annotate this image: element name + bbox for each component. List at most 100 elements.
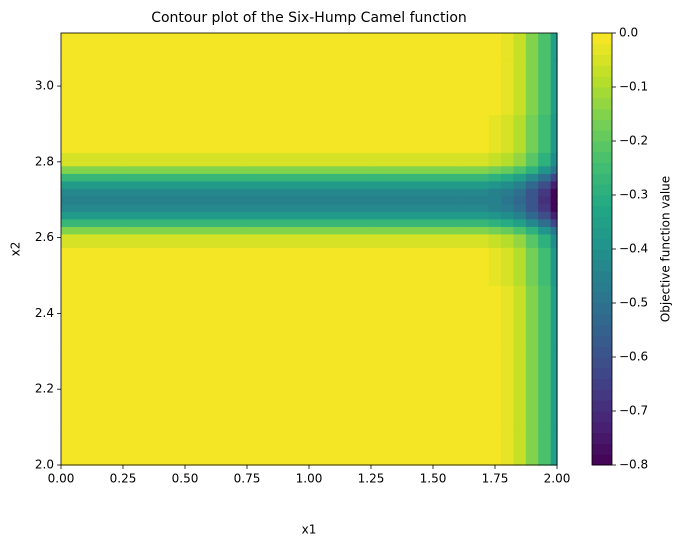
contour-cell [488, 32, 502, 61]
contour-cell [122, 426, 248, 466]
contour-cell [370, 210, 459, 220]
contour-cell [60, 284, 124, 352]
contour-cell [513, 32, 527, 61]
x-tick-label: 2.00 [544, 472, 571, 486]
contour-cell [488, 226, 502, 235]
x-tick-label: 0.75 [234, 472, 261, 486]
colorbar-band [592, 87, 612, 99]
contour-cell [525, 188, 540, 197]
contour-cell [457, 173, 490, 182]
contour-cell [60, 246, 124, 286]
contour-cell [488, 246, 502, 286]
contour-cell [457, 210, 490, 220]
colorbar-band [592, 195, 612, 207]
contour-cell [370, 165, 459, 174]
contour-cell [501, 32, 515, 61]
x-tick-label: 1.25 [358, 472, 385, 486]
contour-cell [525, 203, 540, 212]
contour-cell [488, 180, 502, 190]
contour-cell [501, 351, 515, 428]
contour-cell [501, 59, 515, 116]
contour-cell [550, 246, 558, 286]
contour-cell [513, 180, 527, 190]
contour-cell [457, 114, 490, 154]
contour-cell [513, 173, 527, 182]
contour-cell [370, 233, 459, 248]
contour-cell [246, 173, 372, 182]
contour-cell [550, 284, 558, 352]
contour-cell [246, 246, 372, 286]
contour-cell [538, 203, 552, 212]
contour-cell [513, 203, 527, 212]
contour-cell [370, 226, 459, 235]
contour-cell [488, 152, 502, 167]
contour-cell [525, 226, 540, 235]
contour-cell [246, 195, 372, 205]
contour-cell [370, 188, 459, 197]
x-tick-label: 1.00 [296, 472, 323, 486]
contour-cell [370, 195, 459, 205]
colorbar-band [592, 335, 612, 347]
colorbar-band [592, 141, 612, 153]
colorbar-band [592, 249, 612, 261]
colorbar-band [592, 65, 612, 77]
colorbar-band [592, 367, 612, 380]
contour-cell [501, 226, 515, 235]
contour-cell [550, 426, 558, 466]
contour-cell [246, 32, 372, 61]
colorbar-tick-label: −0.8 [619, 458, 648, 472]
contour-cell [122, 152, 248, 167]
contour-cell [538, 284, 552, 352]
x-tick-label: 0.50 [172, 472, 199, 486]
contour-cell [488, 173, 502, 182]
colorbar-band [592, 173, 612, 185]
colorbar-band [592, 324, 612, 336]
contour-cell [525, 218, 540, 227]
colorbar-band [592, 389, 612, 401]
contour-cell [550, 173, 558, 182]
y-tick-label: 3.0 [35, 79, 54, 93]
x-tick-label: 1.75 [482, 472, 509, 486]
contour-cell [246, 210, 372, 220]
contour-cell [122, 203, 248, 212]
contour-cell [60, 203, 124, 212]
contour-cell [246, 426, 372, 466]
contour-cell [513, 165, 527, 174]
colorbar-tick-label: −0.1 [619, 80, 648, 94]
contour-cell [370, 426, 459, 466]
contour-cell [370, 59, 459, 116]
contour-cell [370, 114, 459, 154]
contour-cell [246, 284, 372, 352]
contour-cell [370, 32, 459, 61]
contour-cell [501, 114, 515, 154]
x-tick-label: 1.50 [420, 472, 447, 486]
contour-cell [122, 165, 248, 174]
contour-cell [550, 32, 558, 61]
contour-cell [246, 351, 372, 428]
contour-cell [60, 114, 124, 154]
colorbar-band [592, 281, 612, 293]
contour-cell [513, 284, 527, 352]
contour-cell [60, 180, 124, 190]
contour-cell [525, 32, 540, 61]
axes: 0.00 0.25 0.50 0.75 1.00 1.25 1.50 1.75 2.00 2.0 2… [35, 26, 648, 486]
contour-cell [525, 233, 540, 248]
contour-cell [122, 59, 248, 116]
contour-cell [457, 195, 490, 205]
contour-cell [550, 210, 558, 220]
contour-cell [246, 114, 372, 154]
contour-cell [501, 233, 515, 248]
contour-cell [488, 210, 502, 220]
contour-cell [122, 195, 248, 205]
contour-cell [513, 226, 527, 235]
contour-cell [538, 246, 552, 286]
colorbar-band [592, 411, 612, 423]
contour-cell [246, 152, 372, 167]
contour-cell [501, 246, 515, 286]
contour-cell [370, 218, 459, 227]
contour-cell [525, 210, 540, 220]
contour-cell [457, 246, 490, 286]
contour-cell [488, 114, 502, 154]
colorbar-band [592, 76, 612, 88]
contour-cell [513, 351, 527, 428]
